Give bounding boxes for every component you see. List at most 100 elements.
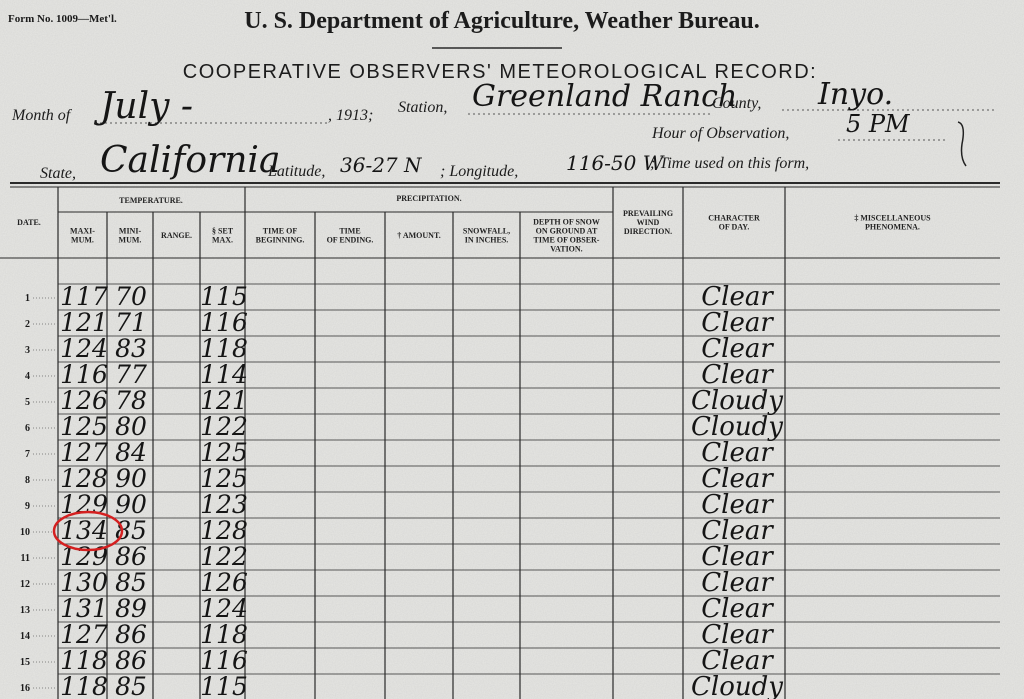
maximum: 125 [60, 412, 108, 441]
column-header: WIND [637, 218, 660, 227]
maximum: 118 [60, 646, 108, 675]
minimum: 85 [115, 672, 147, 699]
column-header: DEPTH OF SNOW [533, 218, 600, 227]
maximum: 117 [60, 282, 108, 311]
column-header: IN INCHES. [465, 236, 509, 245]
date: 7 [25, 449, 30, 460]
column-header: ‡ MISCELLANEOUS [854, 214, 931, 223]
county-value: Inyo. [817, 77, 893, 112]
column-header: MUM. [71, 236, 94, 245]
maximum: 124 [60, 334, 108, 363]
set-max: 126 [200, 568, 248, 597]
set-max: 116 [200, 308, 248, 337]
date: 5 [25, 397, 30, 408]
date: 10 [20, 527, 30, 538]
hour-value: 5 PM [846, 110, 911, 138]
date: 9 [25, 501, 30, 512]
date: 8 [25, 475, 30, 486]
date: 13 [20, 605, 30, 616]
character-of-day: Clear [701, 282, 774, 312]
column-header: VATION. [550, 245, 582, 254]
character-of-day: Clear [701, 646, 774, 676]
set-max: 118 [200, 620, 248, 649]
date: 4 [25, 371, 30, 382]
minimum: 71 [115, 308, 147, 337]
column-header: PREVAILING [623, 209, 673, 218]
column-header: RANGE. [161, 231, 192, 240]
minimum: 84 [115, 438, 147, 467]
brace [957, 121, 967, 167]
column-header: † AMOUNT. [397, 231, 440, 240]
set-max: 122 [200, 412, 248, 441]
maximum: 127 [60, 438, 108, 467]
column-header: TIME OF [263, 227, 298, 236]
minimum: 78 [115, 386, 147, 415]
latitude-value: 36-27 N [340, 153, 423, 177]
column-header: DATE. [17, 218, 41, 227]
highlight-circle [52, 510, 124, 552]
year: , 1913; [328, 107, 373, 124]
date: 14 [20, 631, 30, 642]
station-label: Station, [398, 99, 447, 116]
maximum: 126 [60, 386, 108, 415]
character-of-day: Clear [701, 360, 774, 390]
character-of-day: Clear [701, 620, 774, 650]
minimum: 85 [115, 516, 147, 545]
date: 15 [20, 657, 30, 668]
character-of-day: Cloudy [691, 672, 783, 699]
hour-label: Hour of Observation, [651, 125, 789, 142]
date: 2 [25, 319, 30, 330]
character-of-day: Clear [701, 308, 774, 338]
date: 3 [25, 345, 30, 356]
set-max: 116 [200, 646, 248, 675]
column-header: MAX. [212, 236, 233, 245]
state-label: State, [40, 165, 76, 182]
set-max: 114 [200, 360, 248, 389]
longitude-label: ; Longitude, [440, 163, 518, 180]
minimum: 80 [115, 412, 147, 441]
character-of-day: Clear [701, 568, 774, 598]
column-header: MINI- [119, 227, 142, 236]
county-label: County, [712, 95, 761, 112]
set-max: 124 [200, 594, 248, 623]
character-of-day: Clear [701, 542, 774, 572]
minimum: 90 [115, 464, 147, 493]
character-of-day: Clear [701, 334, 774, 364]
column-header: BEGINNING. [256, 236, 305, 245]
minimum: 85 [115, 568, 147, 597]
minimum: 86 [115, 542, 147, 571]
set-max: 121 [200, 386, 248, 415]
state-value: California [100, 140, 280, 181]
set-max: 125 [200, 438, 248, 467]
set-max: 115 [200, 282, 248, 311]
maximum: 130 [60, 568, 108, 597]
column-header: ON GROUND AT [536, 227, 598, 236]
month-value: July - [93, 86, 193, 127]
column-header: TIME [339, 227, 360, 236]
column-header: DIRECTION. [624, 227, 672, 236]
set-max: 122 [200, 542, 248, 571]
column-header: PHENOMENA. [865, 223, 920, 232]
minimum: 89 [115, 594, 147, 623]
maximum: 118 [60, 672, 108, 699]
column-header: MUM. [119, 236, 142, 245]
column-header: MAXI- [70, 227, 95, 236]
character-of-day: Clear [701, 438, 774, 468]
minimum: 86 [115, 646, 147, 675]
set-max: 128 [200, 516, 248, 545]
column-header: SNOWFALL, [463, 227, 510, 236]
date: 16 [20, 683, 30, 694]
form-title: COOPERATIVE OBSERVERS' METEOROLOGICAL RE… [183, 61, 817, 83]
group-header: PRECIPITATION. [396, 194, 461, 203]
column-header: OF ENDING. [327, 236, 374, 245]
set-max: 115 [200, 672, 248, 699]
longitude-value: 116-50 W [566, 151, 665, 175]
maximum: 134 [60, 516, 108, 545]
date: 11 [21, 553, 30, 564]
minimum: 90 [115, 490, 147, 519]
set-max: 125 [200, 464, 248, 493]
date: 6 [25, 423, 30, 434]
station-value: Greenland Ranch [472, 79, 737, 114]
character-of-day: Clear [701, 516, 774, 546]
